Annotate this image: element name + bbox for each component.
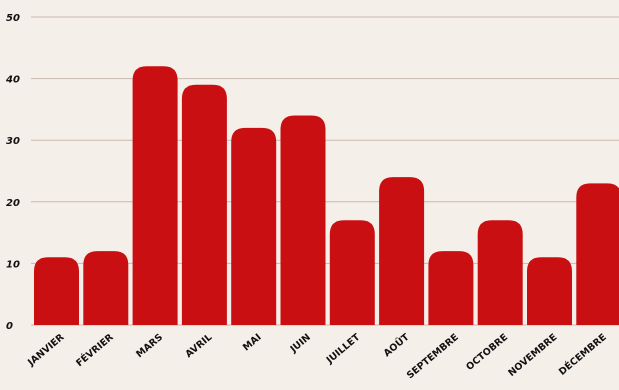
- bar-juin: [280, 115, 326, 325]
- x-tick-label: MAI: [241, 332, 264, 354]
- x-tick-label: FÉVRIER: [74, 331, 117, 370]
- x-tick-label: DÉCEMBRE: [556, 331, 608, 378]
- x-axis-ticks: JANVIER FÉVRIER MARS AVRIL MAI JUIN JUILLET AOÛ…: [25, 331, 608, 382]
- y-tick-label: 20: [6, 198, 20, 209]
- bar-août: [379, 177, 425, 325]
- y-tick-label: 50: [6, 13, 20, 24]
- y-tick-label: 0: [6, 321, 13, 332]
- x-tick-label: SEPTEMBRE: [405, 332, 461, 381]
- bar-février: [83, 251, 129, 325]
- y-tick-label: 40: [5, 75, 20, 86]
- x-tick-label: OCTOBRE: [464, 332, 510, 373]
- x-tick-label: MARS: [134, 332, 165, 360]
- y-tick-label: 30: [6, 136, 20, 147]
- x-tick-label: JUIN: [288, 332, 313, 356]
- bar-décembre: [576, 183, 619, 325]
- bar-mai: [231, 127, 277, 325]
- bars: [34, 66, 619, 325]
- x-tick-label: JANVIER: [25, 331, 67, 368]
- bar-mars: [132, 66, 178, 325]
- x-tick-label: AVRIL: [184, 332, 215, 360]
- y-tick-label: 10: [6, 259, 20, 270]
- y-axis-ticks: 0 10 20 30 40 50: [5, 13, 20, 332]
- bar-novembre: [527, 257, 572, 325]
- bar-avril: [181, 84, 227, 325]
- bar-septembre: [428, 251, 474, 325]
- x-tick-label: JUILLET: [324, 332, 363, 367]
- x-tick-label: AOÛT: [381, 331, 412, 360]
- bar-octobre: [477, 220, 523, 325]
- bar-janvier: [34, 257, 79, 325]
- bar-juillet: [329, 220, 375, 325]
- x-tick-label: NOVEMBRE: [506, 332, 559, 379]
